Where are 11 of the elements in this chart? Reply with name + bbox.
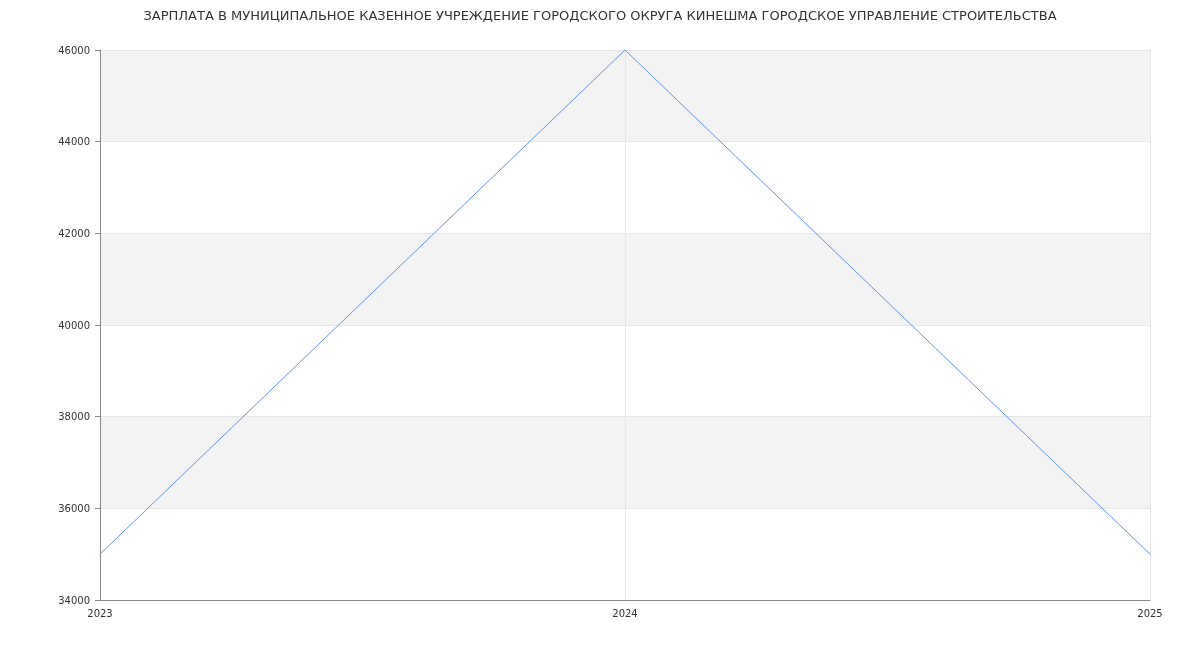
y-tick-label: 34000 bbox=[58, 594, 90, 606]
x-tick-label: 2025 bbox=[1137, 607, 1163, 619]
y-tick-label: 36000 bbox=[58, 502, 90, 514]
x-tick-label: 2024 bbox=[612, 607, 638, 619]
y-tick-label: 44000 bbox=[58, 136, 90, 148]
y-tick-label: 38000 bbox=[58, 411, 90, 423]
x-tick-label: 2023 bbox=[87, 607, 113, 619]
y-tick-label: 42000 bbox=[58, 227, 90, 239]
y-tick-label: 40000 bbox=[58, 319, 90, 331]
y-tick-label: 46000 bbox=[58, 44, 90, 56]
chart-title: ЗАРПЛАТА В МУНИЦИПАЛЬНОЕ КАЗЕННОЕ УЧРЕЖДЕНИЕ ГОРОДСКОГО ОКРУГА КИНЕШМА ГОРОДСКОЕ УПРАВЛЕНИЕ СТРОИТЕЛЬСТВА bbox=[143, 8, 1057, 23]
